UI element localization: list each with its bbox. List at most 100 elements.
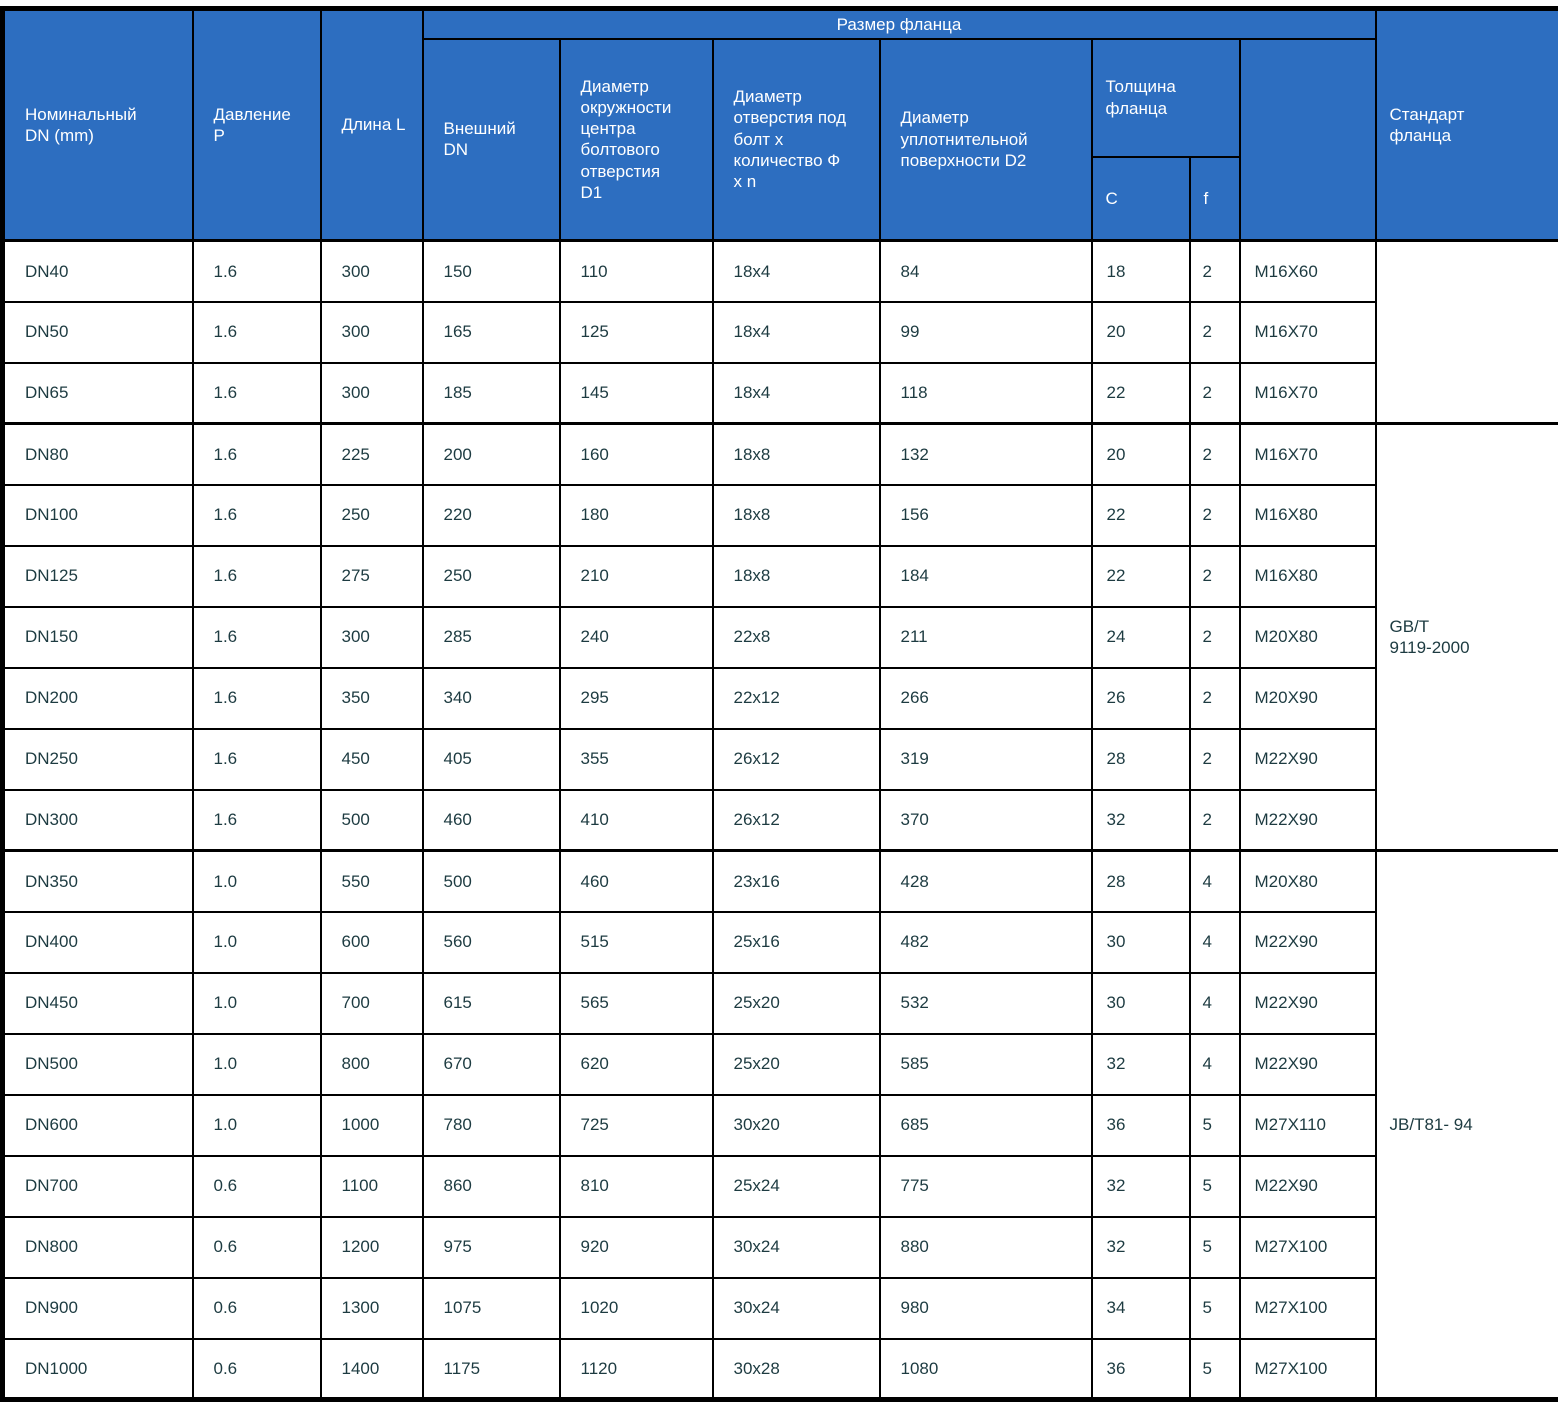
cell-pressure: 1.6 [191, 544, 322, 608]
cell-bolt-spec: M16X80 [1238, 483, 1377, 547]
cell-c: 28 [1090, 849, 1191, 913]
cell-d1: 295 [558, 666, 714, 730]
cell-bolt-spec: M16X70 [1238, 422, 1377, 486]
cell-d1: 125 [558, 300, 714, 364]
cell-d2: 118 [878, 361, 1093, 425]
cell-c: 30 [1090, 910, 1191, 974]
cell-outer-dn: 1075 [421, 1276, 561, 1340]
cell-length: 1000 [319, 1093, 424, 1157]
table-row: DN50 1.6 300 165 125 18x4 99 20 2 M16X70 [1, 300, 1558, 364]
cell-d1: 240 [558, 605, 714, 669]
header-length: Длина L [319, 7, 424, 242]
cell-outer-dn: 500 [421, 849, 561, 913]
flange-table: Номинальный DN (mm) Давление P Длина L Р… [0, 6, 1558, 1402]
table-row: DN800 0.6 1200 975 920 30x24 880 32 5 M27X100 [1, 1215, 1558, 1279]
cell-f: 2 [1188, 483, 1241, 547]
cell-bolt-hole: 22x8 [711, 605, 881, 669]
cell-outer-dn: 670 [421, 1032, 561, 1096]
cell-f: 2 [1188, 788, 1241, 852]
cell-pressure: 1.0 [191, 849, 322, 913]
cell-d1: 145 [558, 361, 714, 425]
cell-length: 250 [319, 483, 424, 547]
cell-d2: 428 [878, 849, 1093, 913]
cell-c: 22 [1090, 544, 1191, 608]
cell-f: 5 [1188, 1276, 1241, 1340]
cell-pressure: 1.6 [191, 483, 322, 547]
cell-f: 5 [1188, 1337, 1241, 1401]
cell-d1: 920 [558, 1215, 714, 1279]
cell-bolt-spec: M27X100 [1238, 1337, 1377, 1401]
cell-bolt-hole: 18x4 [711, 239, 881, 303]
table-row: DN600 1.0 1000 780 725 30x20 685 36 5 M27X110 [1, 1093, 1558, 1157]
cell-pressure: 1.0 [191, 1093, 322, 1157]
cell-nominal-dn: DN40 [1, 239, 194, 303]
cell-bolt-hole: 25x16 [711, 910, 881, 974]
cell-c: 24 [1090, 605, 1191, 669]
cell-nominal-dn: DN350 [1, 849, 194, 913]
table-body: DN40 1.6 300 150 110 18x4 84 18 2 M16X60 DN50 1.6 30… [1, 239, 1558, 1401]
cell-bolt-hole: 25x20 [711, 1032, 881, 1096]
cell-f: 4 [1188, 910, 1241, 974]
cell-pressure: 1.0 [191, 1032, 322, 1096]
cell-bolt-spec: M22X90 [1238, 1154, 1377, 1218]
header-bolt-hole: Диаметр отверстия под болт x количество … [711, 37, 881, 242]
header-c: C [1090, 155, 1191, 242]
cell-f: 2 [1188, 544, 1241, 608]
cell-length: 800 [319, 1032, 424, 1096]
header-thickness-group: Толщина фланца [1090, 37, 1241, 158]
cell-d2: 482 [878, 910, 1093, 974]
cell-outer-dn: 200 [421, 422, 561, 486]
cell-bolt-hole: 18x4 [711, 300, 881, 364]
cell-bolt-spec: M22X90 [1238, 788, 1377, 852]
cell-c: 22 [1090, 483, 1191, 547]
cell-standard [1374, 239, 1558, 425]
table-row: DN700 0.6 1100 860 810 25x24 775 32 5 M22X90 [1, 1154, 1558, 1218]
cell-bolt-hole: 25x20 [711, 971, 881, 1035]
cell-bolt-spec: M16X80 [1238, 544, 1377, 608]
cell-d2: 532 [878, 971, 1093, 1035]
table-row: DN80 1.6 225 200 160 18x8 132 20 2 M16X70 GB/T 911… [1, 422, 1558, 852]
cell-f: 2 [1188, 300, 1241, 364]
cell-f: 4 [1188, 971, 1241, 1035]
table-header: Номинальный DN (mm) Давление P Длина L Р… [1, 7, 1558, 242]
cell-bolt-hole: 26x12 [711, 788, 881, 852]
table-row: DN900 0.6 1300 1075 1020 30x24 980 34 5 M27X100 [1, 1276, 1558, 1340]
cell-bolt-spec: M22X90 [1238, 1032, 1377, 1096]
cell-bolt-hole: 18x8 [711, 483, 881, 547]
table-row: DN450 1.0 700 615 565 25x20 532 30 4 M22X90 [1, 971, 1558, 1035]
cell-nominal-dn: DN300 [1, 788, 194, 852]
cell-nominal-dn: DN400 [1, 910, 194, 974]
cell-f: 2 [1188, 239, 1241, 303]
cell-bolt-hole: 22x12 [711, 666, 881, 730]
cell-pressure: 1.6 [191, 666, 322, 730]
header-row-subcolumns: C f [3, 155, 1558, 242]
header-row-group: Номинальный DN (mm) Давление P Длина L Р… [1, 7, 1558, 242]
cell-outer-dn: 340 [421, 666, 561, 730]
header-flange-size-group: Размер фланца [421, 7, 1377, 40]
cell-bolt-spec: M20X80 [1238, 605, 1377, 669]
cell-f: 5 [1188, 1093, 1241, 1157]
cell-bolt-spec: M22X90 [1238, 727, 1377, 791]
cell-c: 32 [1090, 1154, 1191, 1218]
header-d2: Диаметр уплотнительной поверхности D2 [878, 37, 1093, 242]
cell-pressure: 1.6 [191, 727, 322, 791]
cell-d2: 132 [878, 422, 1093, 486]
cell-outer-dn: 285 [421, 605, 561, 669]
table-row: DN150 1.6 300 285 240 22x8 211 24 2 M20X80 [1, 605, 1558, 669]
cell-outer-dn: 460 [421, 788, 561, 852]
cell-nominal-dn: DN200 [1, 666, 194, 730]
cell-d1: 565 [558, 971, 714, 1035]
cell-pressure: 1.6 [191, 422, 322, 486]
header-outer-dn: Внешний DN [421, 37, 561, 242]
cell-bolt-hole: 18x4 [711, 361, 881, 425]
cell-d2: 84 [878, 239, 1093, 303]
cell-f: 2 [1188, 422, 1241, 486]
cell-outer-dn: 250 [421, 544, 561, 608]
table-row: DN125 1.6 275 250 210 18x8 184 22 2 M16X80 [1, 544, 1558, 608]
cell-pressure: 1.6 [191, 300, 322, 364]
cell-nominal-dn: DN500 [1, 1032, 194, 1096]
cell-pressure: 0.6 [191, 1337, 322, 1401]
cell-bolt-spec: M20X90 [1238, 666, 1377, 730]
cell-nominal-dn: DN65 [1, 361, 194, 425]
